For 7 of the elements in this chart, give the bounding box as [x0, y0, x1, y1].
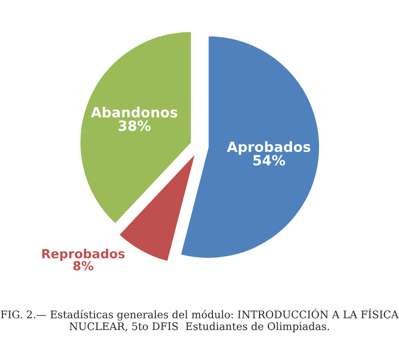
caption: FIG. 2.— Estadísticas generales del módulo: INTRODUCCIÓN A LA FÍSICA NUCLEAR, 5to DFIS Estudiantes de Olimpiadas. — [0, 308, 399, 332]
data-label: 38% — [118, 120, 151, 131]
slice-label: Aprobados — [226, 141, 310, 155]
slice-label: Abandonos — [90, 106, 178, 118]
data-label: 54% — [253, 154, 286, 166]
slice-label: Reprobados — [42, 248, 125, 261]
data-label: 8% — [73, 261, 94, 270]
